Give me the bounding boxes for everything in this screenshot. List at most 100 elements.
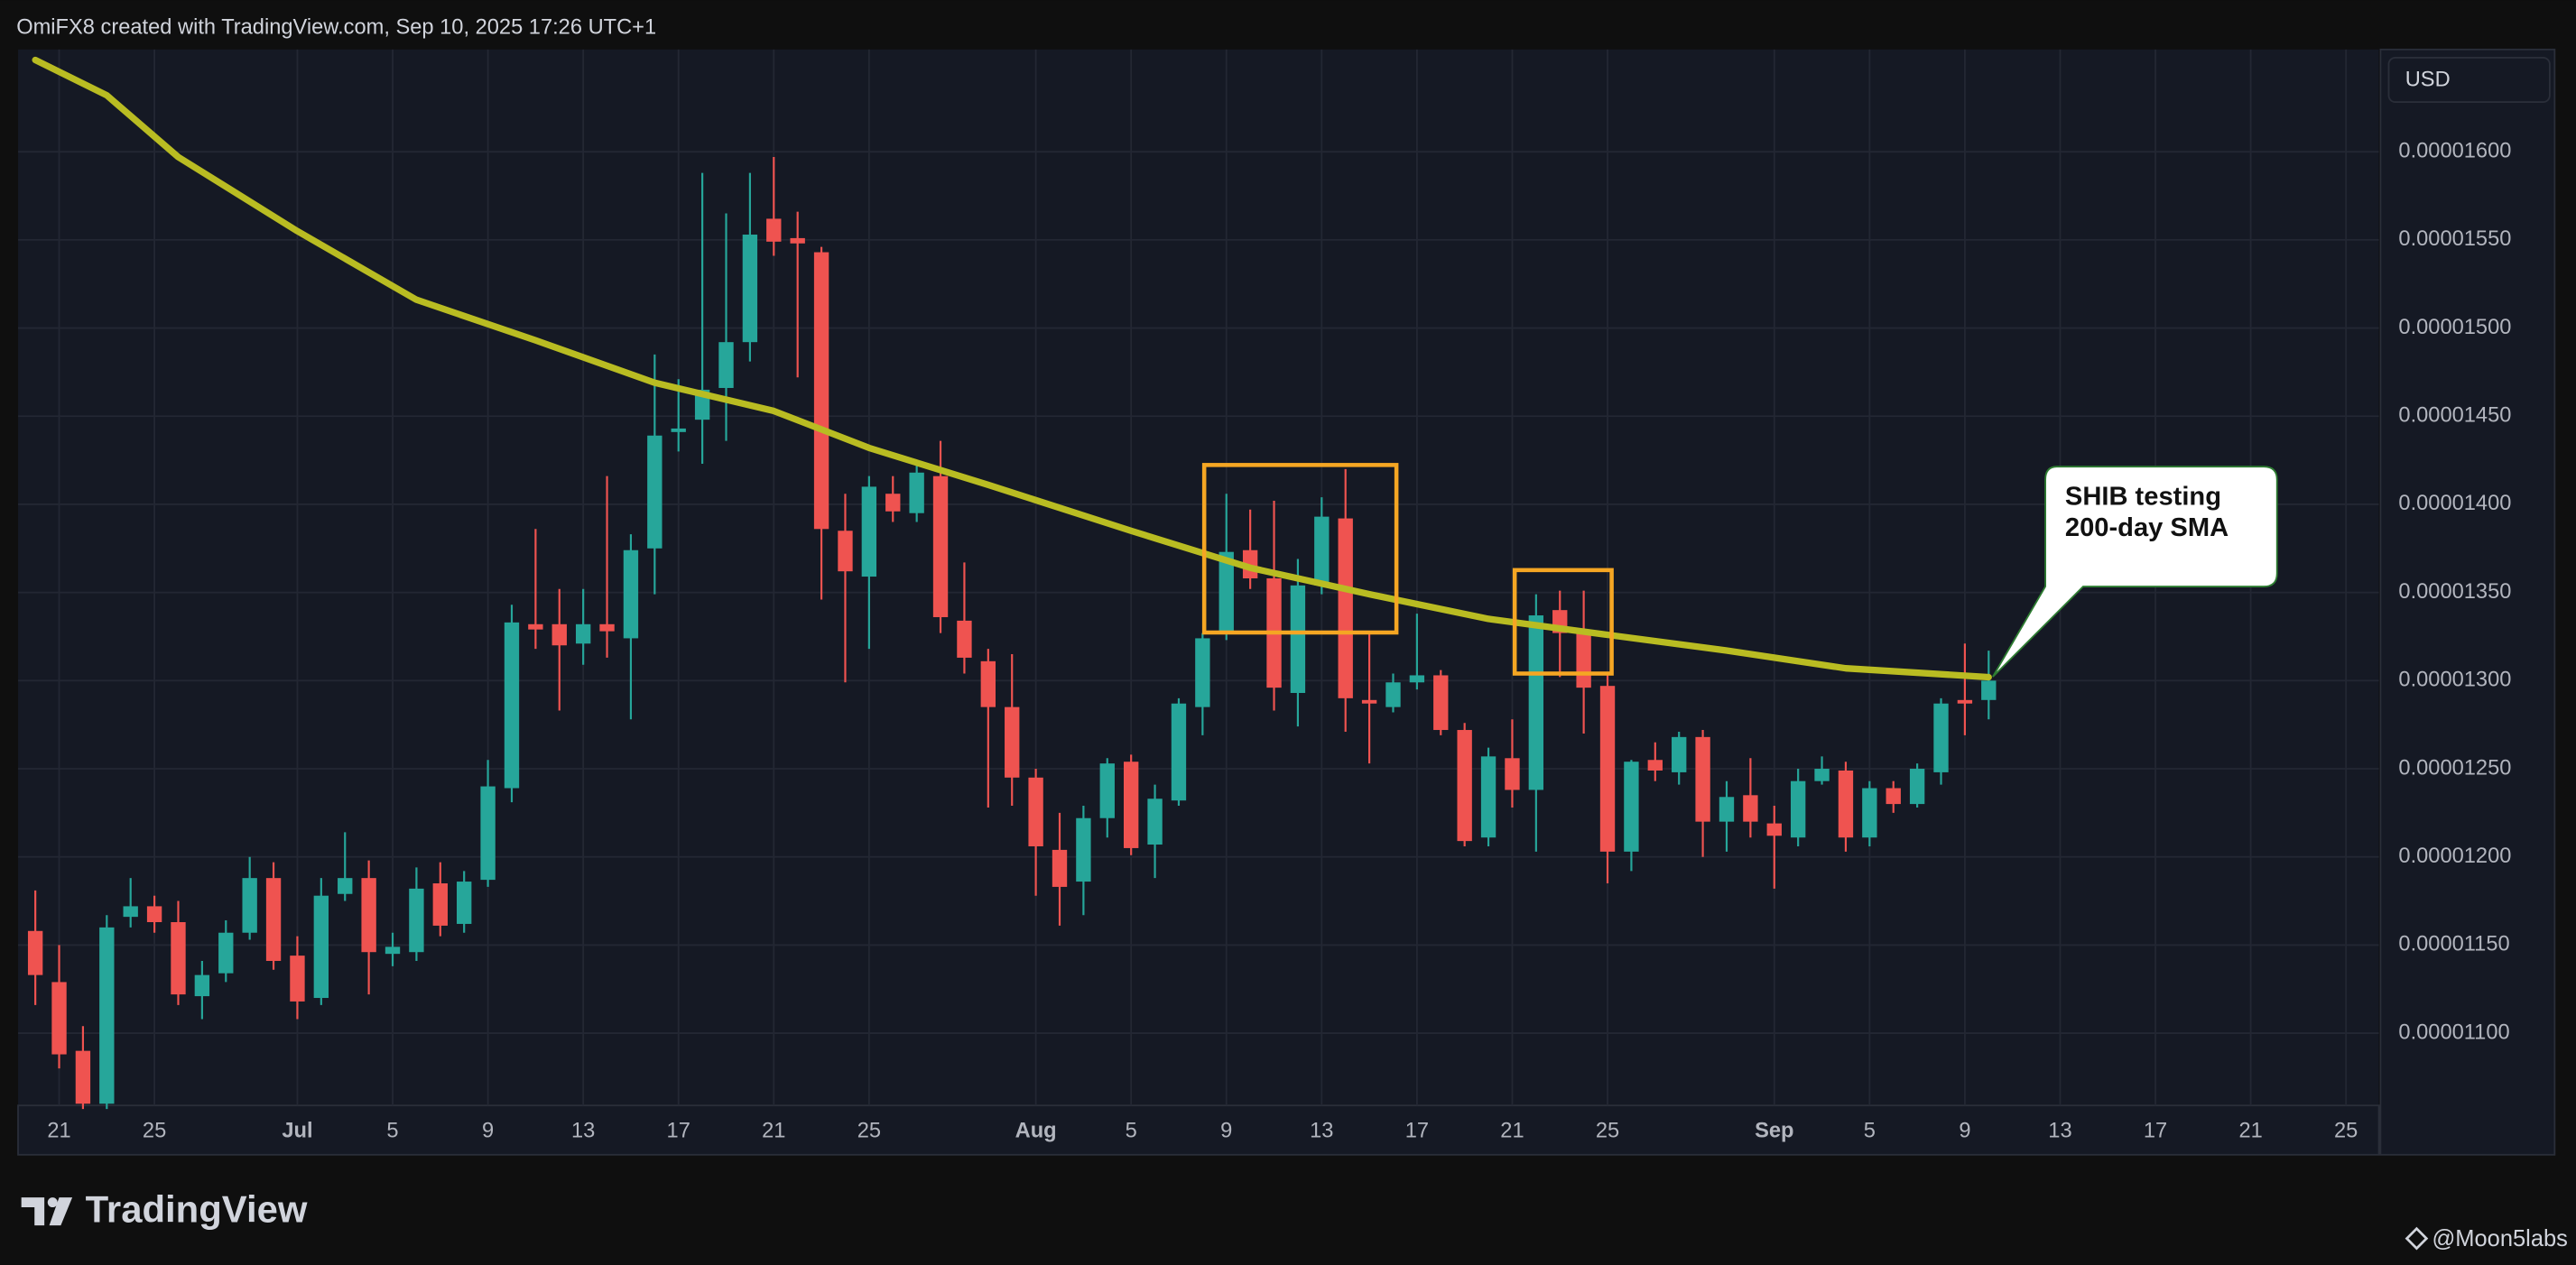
candle-body xyxy=(1599,686,1616,852)
marks xyxy=(27,56,1997,1110)
x-tick-label: 5 xyxy=(1864,1120,1876,1143)
candle-body xyxy=(1433,675,1449,731)
candle-body xyxy=(1862,788,1877,838)
x-tick-label: Jul xyxy=(282,1120,312,1143)
candle-body xyxy=(1123,762,1139,848)
candle-body xyxy=(1528,615,1544,790)
header: OmiFX8 created with TradingView.com, Sep… xyxy=(16,15,656,39)
candle-body xyxy=(75,1050,91,1104)
candle-body xyxy=(528,623,543,630)
y-tick-label: 0.00001250 xyxy=(2398,756,2511,780)
candle-body xyxy=(432,883,448,926)
candle-body xyxy=(1505,758,1520,790)
candle-body xyxy=(1814,769,1830,781)
x-tick-label: Aug xyxy=(1015,1120,1057,1143)
x-tick-label: 25 xyxy=(143,1120,166,1143)
candle-body xyxy=(504,622,520,789)
candle-body xyxy=(1361,699,1377,704)
candle-body xyxy=(1338,518,1353,698)
candle-body xyxy=(1766,823,1782,836)
candle-body xyxy=(361,878,376,953)
candle-body xyxy=(1076,817,1091,882)
candle-body xyxy=(1743,795,1758,822)
candle-body xyxy=(1005,706,1020,778)
candle-body xyxy=(194,974,210,997)
candle-body xyxy=(1647,760,1663,771)
candle-body xyxy=(790,237,805,244)
candle-body xyxy=(957,620,972,658)
y-tick-label: 0.00001600 xyxy=(2398,139,2511,162)
candle-body xyxy=(1838,770,1854,838)
candle-body xyxy=(242,878,257,933)
candle-body xyxy=(1480,756,1496,838)
candle-body xyxy=(1385,682,1401,707)
y-tick-label: 0.00001300 xyxy=(2398,669,2511,692)
x-tick-label: 25 xyxy=(1596,1120,1619,1143)
highlight-box xyxy=(1201,463,1399,635)
candle-body xyxy=(575,623,591,644)
y-tick-label: 0.00001550 xyxy=(2398,227,2511,251)
x-tick-label: 17 xyxy=(1405,1120,1429,1143)
x-tick-label: 13 xyxy=(1310,1120,1333,1143)
candle-body xyxy=(647,435,663,549)
candle-body xyxy=(838,531,853,572)
candle-body xyxy=(313,895,329,999)
candle-body xyxy=(1576,629,1591,688)
price-axis xyxy=(2379,48,2556,1156)
candle-body xyxy=(123,906,138,918)
currency-box[interactable] xyxy=(2387,57,2551,104)
candle-body xyxy=(718,342,734,388)
candle-body xyxy=(885,494,901,512)
candle-body xyxy=(766,218,782,242)
time-axis xyxy=(17,1104,2380,1156)
callout-text: 200-day SMA xyxy=(2065,513,2229,542)
logo: TradingView xyxy=(86,1188,308,1231)
candle-body xyxy=(265,878,282,961)
candle-body xyxy=(671,428,686,432)
x-tick-label: 25 xyxy=(2334,1120,2358,1143)
x-tick-label: 17 xyxy=(667,1120,690,1143)
candle-body xyxy=(813,252,829,530)
candle-body xyxy=(909,472,924,513)
y-tick-label: 0.00001100 xyxy=(2398,1020,2509,1044)
candle-body xyxy=(1957,699,1973,704)
candle-body xyxy=(1695,736,1710,822)
candle-body xyxy=(599,623,615,632)
x-tick-label: 9 xyxy=(1220,1120,1232,1143)
callout-text: SHIB testing xyxy=(2065,482,2221,511)
candle-body xyxy=(99,927,115,1104)
candle-body xyxy=(338,878,353,894)
candle-body xyxy=(146,906,162,923)
candle-body xyxy=(1909,769,1925,805)
candle-body xyxy=(623,549,639,639)
x-tick-label: 9 xyxy=(482,1120,494,1143)
x-tick-label: 21 xyxy=(2238,1120,2262,1143)
candle-body xyxy=(480,786,496,881)
candle-body xyxy=(1028,777,1043,846)
candle-body xyxy=(1886,788,1901,805)
callout xyxy=(1992,466,2278,678)
candle-body xyxy=(171,922,186,995)
candle-body xyxy=(457,882,472,924)
candle-body xyxy=(1147,799,1163,845)
highlight-box xyxy=(1512,568,1614,676)
y-tick-label: 0.00001500 xyxy=(2398,316,2511,339)
candle-body xyxy=(1099,763,1115,818)
candle-body xyxy=(1672,736,1687,772)
watermark: @Moon5labs xyxy=(2432,1226,2567,1251)
x-tick-label: 13 xyxy=(2048,1120,2071,1143)
candle-body xyxy=(1790,780,1806,838)
x-tick-label: 13 xyxy=(571,1120,595,1143)
grid xyxy=(18,49,2379,1106)
candle-body xyxy=(551,623,567,646)
watermark-icon xyxy=(2405,1226,2429,1251)
candle-body xyxy=(1219,551,1234,633)
x-tick-label: 5 xyxy=(386,1120,398,1143)
candle-body xyxy=(1290,585,1306,694)
x-tick-label: 5 xyxy=(1126,1120,1137,1143)
candle-body xyxy=(385,946,401,955)
candle-body xyxy=(1457,730,1472,842)
candle-body xyxy=(27,930,43,975)
candle-body xyxy=(1624,762,1639,852)
candle-body xyxy=(742,235,758,343)
